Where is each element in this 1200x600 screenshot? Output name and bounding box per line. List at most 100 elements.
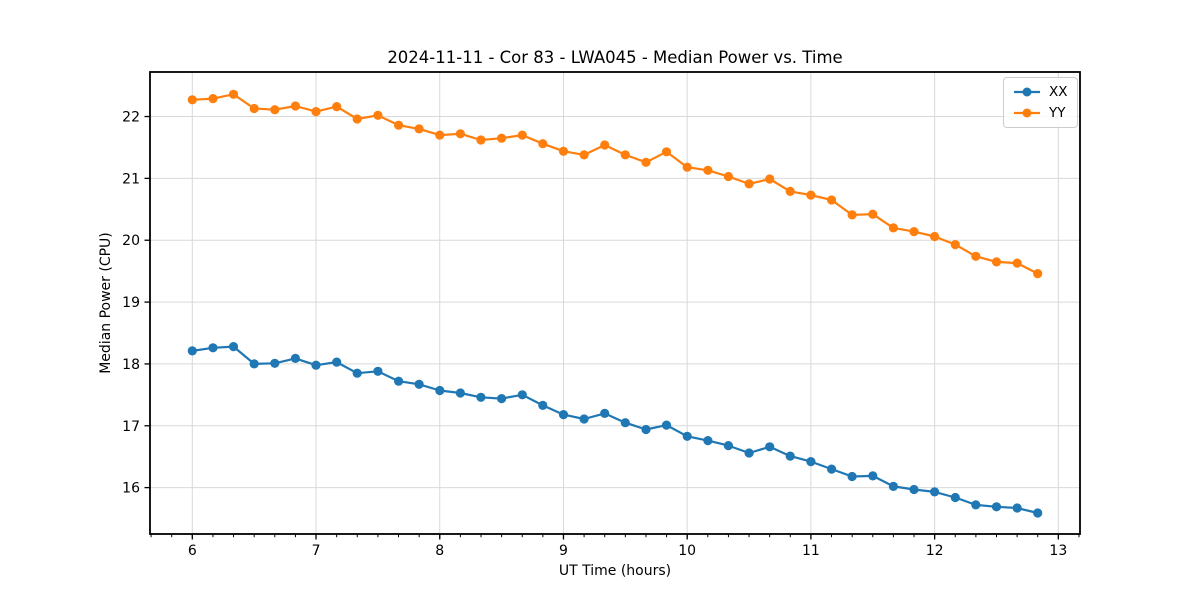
data-point-yy xyxy=(620,150,630,160)
data-point-yy xyxy=(497,133,507,143)
legend-label-xx: XX xyxy=(1049,84,1068,100)
data-point-yy xyxy=(208,94,218,104)
data-point-yy xyxy=(538,139,548,149)
data-point-yy xyxy=(703,165,713,175)
y-tick-label: 19 xyxy=(122,295,140,311)
data-point-xx xyxy=(538,400,548,410)
data-point-yy xyxy=(600,140,610,150)
y-tick-label: 18 xyxy=(122,357,140,373)
data-point-yy xyxy=(1033,269,1043,279)
data-point-yy xyxy=(1012,258,1022,268)
data-point-xx xyxy=(187,346,197,356)
data-point-yy xyxy=(806,190,816,200)
axes-spines xyxy=(149,71,1081,535)
data-point-xx xyxy=(270,358,280,368)
data-point-xx xyxy=(249,359,259,369)
data-point-yy xyxy=(455,129,465,139)
data-point-yy xyxy=(394,120,404,130)
data-point-yy xyxy=(661,147,672,157)
x-tick-label: 11 xyxy=(802,543,820,559)
data-point-xx xyxy=(909,484,919,495)
x-tick-label: 7 xyxy=(312,543,321,559)
data-point-xx xyxy=(311,360,321,370)
data-point-yy xyxy=(373,110,383,120)
data-point-xx xyxy=(600,408,610,418)
x-tick-label: 10 xyxy=(678,543,696,559)
data-point-xx xyxy=(579,414,589,424)
data-point-yy xyxy=(476,135,486,145)
x-tick-label: 9 xyxy=(559,543,568,559)
data-point-yy xyxy=(311,107,321,117)
data-point-xx xyxy=(703,436,713,446)
data-point-yy xyxy=(249,103,259,114)
data-point-xx xyxy=(208,343,218,353)
data-point-yy xyxy=(930,231,940,242)
data-point-xx xyxy=(785,451,795,461)
data-point-xx xyxy=(558,410,569,420)
data-point-xx xyxy=(930,487,940,497)
y-tick-label: 20 xyxy=(122,233,140,249)
data-point-xx xyxy=(455,388,465,398)
data-point-yy xyxy=(682,162,692,172)
data-point-xx xyxy=(476,392,486,402)
data-point-yy xyxy=(827,195,837,205)
x-axis-label: UT Time (hours) xyxy=(558,563,672,579)
legend: XX YY xyxy=(1003,77,1078,128)
data-point-yy xyxy=(744,179,754,189)
data-point-xx xyxy=(517,390,527,400)
data-point-yy xyxy=(847,210,857,220)
data-point-xx xyxy=(620,418,630,428)
data-point-xx xyxy=(950,492,960,503)
data-point-xx xyxy=(435,385,445,396)
data-point-xx xyxy=(971,500,981,510)
data-point-yy xyxy=(228,89,239,99)
y-tick-label: 16 xyxy=(122,481,140,497)
data-point-xx xyxy=(1012,503,1022,513)
data-point-xx xyxy=(868,471,878,481)
data-point-xx xyxy=(827,464,837,474)
chart-title: 2024-11-11 - Cor 83 - LWA045 - Median Po… xyxy=(387,48,843,67)
x-tick-label: 8 xyxy=(435,543,444,559)
data-point-yy xyxy=(971,251,981,261)
data-point-yy xyxy=(888,223,899,233)
data-point-xx xyxy=(352,368,362,378)
legend-swatch-xx-icon xyxy=(1014,87,1040,97)
series-line-yy xyxy=(191,93,1039,275)
data-point-xx xyxy=(394,376,404,386)
data-point-yy xyxy=(414,124,424,134)
data-point-yy xyxy=(579,150,589,160)
data-point-xx xyxy=(661,420,672,430)
y-tick-label: 17 xyxy=(122,419,140,435)
data-point-yy xyxy=(352,114,362,124)
data-point-xx xyxy=(228,342,239,352)
data-point-yy xyxy=(290,101,300,111)
data-point-yy xyxy=(950,240,960,250)
data-point-xx xyxy=(991,502,1002,512)
data-point-yy xyxy=(785,186,795,196)
legend-label-yy: YY xyxy=(1049,105,1066,121)
x-tick-label: 12 xyxy=(926,543,944,559)
data-point-yy xyxy=(641,157,651,167)
data-point-yy xyxy=(991,257,1002,267)
data-point-xx xyxy=(765,442,775,452)
y-axis-label: Median Power (CPU) xyxy=(98,232,114,374)
y-tick-label: 22 xyxy=(122,110,140,126)
y-tick-label: 21 xyxy=(122,171,140,187)
data-point-xx xyxy=(682,431,692,441)
data-point-yy xyxy=(909,227,919,237)
data-point-yy xyxy=(723,171,734,182)
data-point-xx xyxy=(497,394,507,404)
x-tick-label: 6 xyxy=(188,543,197,559)
x-tick-label: 13 xyxy=(1049,543,1067,559)
data-point-yy xyxy=(435,130,445,140)
data-point-yy xyxy=(558,146,569,156)
data-point-xx xyxy=(414,379,424,389)
data-point-yy xyxy=(517,130,527,140)
data-point-xx xyxy=(1033,508,1043,518)
data-point-xx xyxy=(373,366,383,376)
data-point-xx xyxy=(641,424,651,435)
data-point-xx xyxy=(290,353,300,363)
data-point-xx xyxy=(744,448,754,458)
